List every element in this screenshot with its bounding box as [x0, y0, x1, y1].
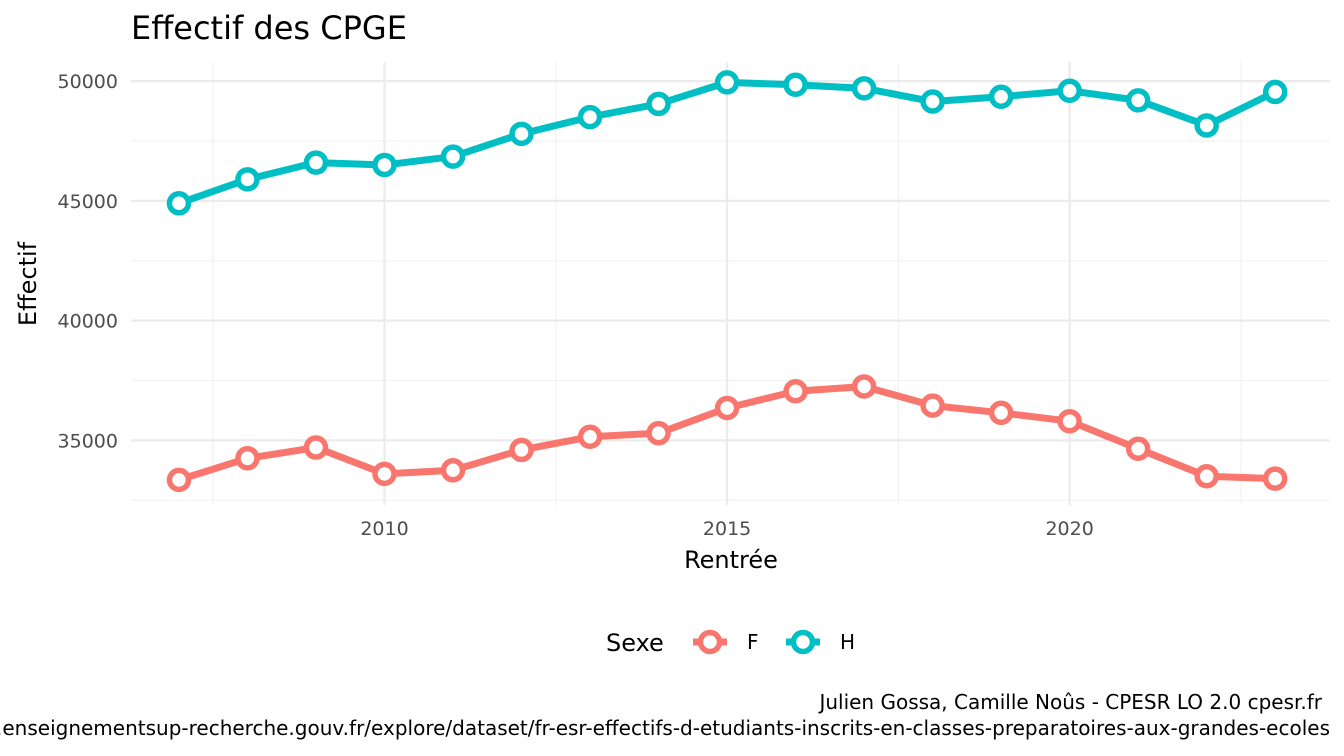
data-point-H: [714, 70, 740, 95]
data-point-H: [646, 91, 671, 117]
data-point-H: [303, 150, 329, 175]
caption-source-url: https://data.enseignementsup-recherche.g…: [0, 716, 1330, 740]
legend-title: Sexe: [606, 629, 664, 657]
data-point-F: [1057, 408, 1082, 434]
legend-label: F: [747, 630, 759, 654]
legend-key-marker: [697, 629, 723, 655]
data-point-H: [1262, 79, 1288, 105]
data-point-F: [851, 374, 877, 399]
data-point-F: [372, 461, 397, 487]
x-axis-ticks: 2010 2015 2020: [360, 518, 1094, 540]
data-point-F: [509, 437, 534, 463]
chart-title: Effectif des CPGE: [131, 9, 407, 47]
data-point-H: [1125, 88, 1151, 113]
grid: [131, 62, 1330, 505]
data-point-H: [509, 121, 534, 147]
y-tick-label: 40000: [58, 311, 118, 333]
data-point-H: [235, 167, 260, 192]
x-axis-title: Rentrée: [684, 546, 778, 574]
data-point-H: [1057, 78, 1082, 103]
data-point-F: [1125, 436, 1151, 461]
y-tick-label: 50000: [58, 71, 118, 93]
data-point-F: [783, 379, 808, 404]
data-point-H: [783, 72, 808, 97]
data-point-F: [166, 467, 192, 493]
data-point-H: [851, 76, 877, 101]
data-point-H: [988, 84, 1014, 109]
data-point-F: [303, 435, 329, 460]
data-point-H: [166, 191, 192, 216]
legend-label: H: [840, 630, 855, 654]
data-point-F: [988, 400, 1014, 426]
data-point-F: [1262, 466, 1288, 491]
y-tick-label: 45000: [58, 191, 118, 213]
data-point-H: [577, 104, 603, 130]
data-point-F: [646, 420, 671, 446]
legend-key-marker: [790, 629, 816, 655]
data-point-F: [577, 424, 603, 450]
data-point-F: [1194, 464, 1219, 489]
y-tick-label: 35000: [58, 430, 118, 452]
legend-item-H: H: [786, 629, 855, 655]
data-point-H: [372, 152, 397, 178]
x-tick-label: 2020: [1045, 518, 1093, 540]
data-point-F: [235, 446, 260, 471]
y-axis-ticks: 35000 40000 45000 50000: [58, 71, 118, 452]
data-point-F: [920, 393, 945, 418]
data-point-F: [440, 458, 466, 483]
legend-item-F: F: [693, 629, 759, 655]
x-tick-label: 2015: [703, 518, 751, 540]
data-point-H: [1194, 113, 1219, 138]
caption-credits: Julien Gossa, Camille Noûs - CPESR LO 2.…: [817, 690, 1322, 714]
data-point-F: [714, 395, 740, 421]
data-point-H: [440, 144, 466, 169]
data-point-H: [920, 89, 945, 114]
series-points: [166, 70, 1288, 493]
x-tick-label: 2010: [360, 518, 408, 540]
y-axis-title: Effectif: [14, 241, 42, 326]
